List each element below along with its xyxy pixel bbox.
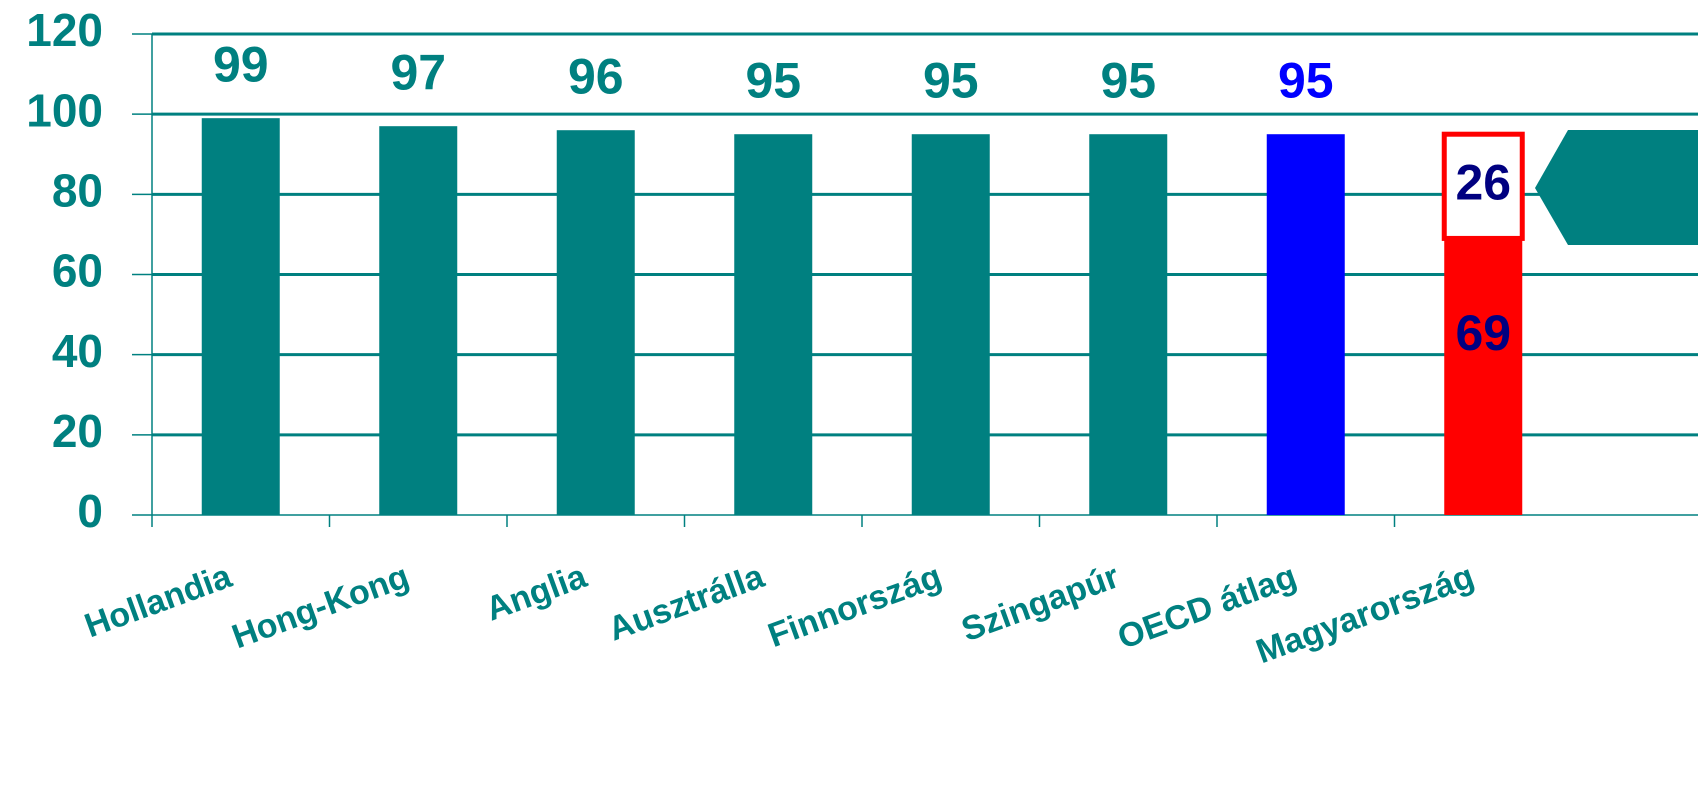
x-tick-label: Hollandia [80, 557, 238, 645]
y-tick-label: 60 [52, 245, 103, 297]
bar [734, 134, 813, 516]
bar [556, 130, 635, 515]
data-label: 26 [1455, 155, 1511, 211]
x-tick-label: Ausztrálla [603, 557, 770, 649]
y-tick-label: 0 [77, 485, 103, 537]
y-tick-label: 120 [26, 4, 103, 56]
data-label: 95 [1278, 52, 1334, 108]
x-tick-label: Hong-Kong [227, 557, 414, 656]
y-tick-label: 80 [52, 164, 103, 216]
bar [201, 118, 280, 516]
callout-arrow [1535, 130, 1698, 245]
bar [911, 134, 990, 516]
data-label: 97 [390, 44, 446, 100]
x-tick-label: Finnország [763, 557, 946, 655]
data-label: 69 [1455, 305, 1511, 361]
data-label: 96 [568, 48, 624, 104]
data-label: 99 [213, 36, 269, 92]
bar [1266, 134, 1345, 516]
data-label: 95 [923, 52, 979, 108]
y-tick-label: 100 [26, 84, 103, 136]
x-tick-label: Szingapúr [957, 557, 1124, 649]
y-tick-label: 20 [52, 405, 103, 457]
bar [379, 126, 458, 516]
y-tick-label: 40 [52, 325, 103, 377]
bar [1444, 238, 1523, 516]
data-label: 95 [745, 52, 801, 108]
data-label: 95 [1100, 52, 1156, 108]
bar [1441, 131, 1525, 241]
x-tick-label: Anglia [481, 557, 593, 629]
bar [1089, 134, 1168, 516]
